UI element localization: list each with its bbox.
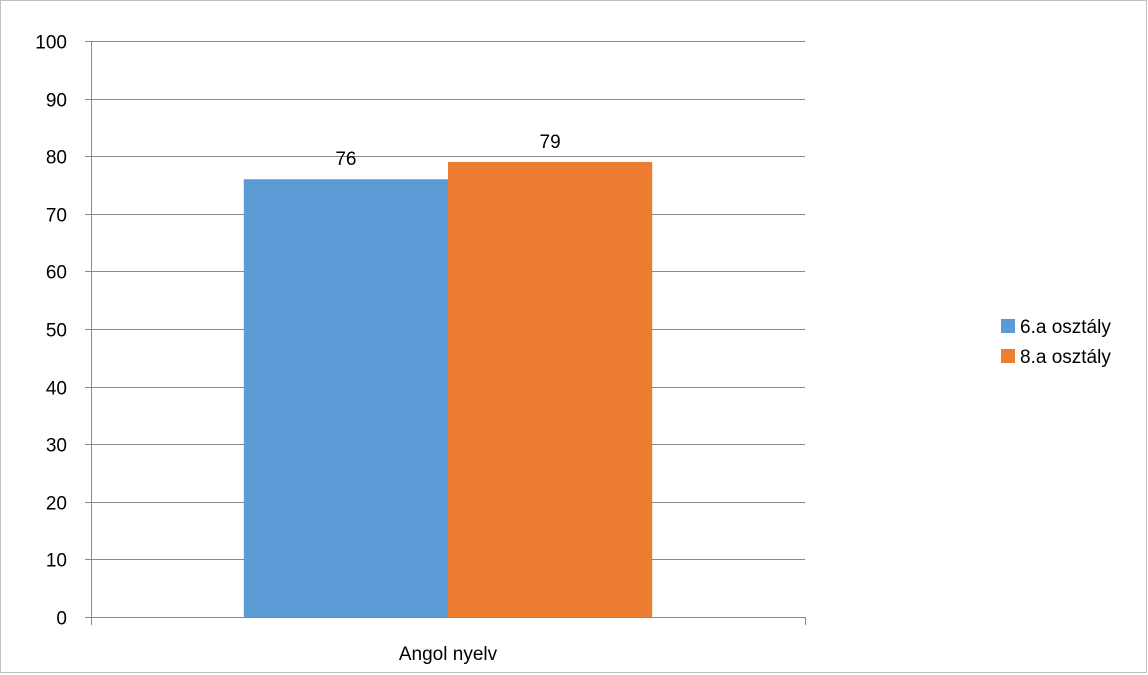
legend-label: 6.a osztály	[1020, 317, 1111, 338]
y-tick-label: 30	[46, 436, 67, 457]
bar	[448, 161, 653, 617]
y-tick-label: 0	[56, 609, 67, 630]
y-tick-label: 40	[46, 379, 67, 400]
data-label: 76	[335, 149, 356, 170]
y-tick-label: 70	[46, 206, 67, 227]
bars	[243, 161, 653, 618]
legend-swatch	[1001, 349, 1015, 363]
legend: 6.a osztály 8.a osztály	[1001, 317, 1111, 368]
y-tick-label: 20	[46, 494, 67, 515]
legend-label: 8.a osztály	[1020, 347, 1111, 368]
y-tick-label: 80	[46, 148, 67, 169]
labels: 0 10 20 30 40 50 60 70 80 90 100 76 79 Angol nyelv	[35, 33, 560, 666]
axes	[85, 41, 806, 625]
y-tick-label: 50	[46, 321, 67, 342]
legend-swatch	[1001, 319, 1015, 333]
data-label: 79	[540, 132, 561, 153]
y-tick-label: 60	[46, 263, 67, 284]
y-tick-label: 10	[46, 551, 67, 572]
y-tick-label: 90	[46, 91, 67, 112]
x-category-label: Angol nyelv	[399, 644, 498, 665]
y-tick-label: 100	[35, 33, 67, 54]
bar	[243, 179, 448, 618]
